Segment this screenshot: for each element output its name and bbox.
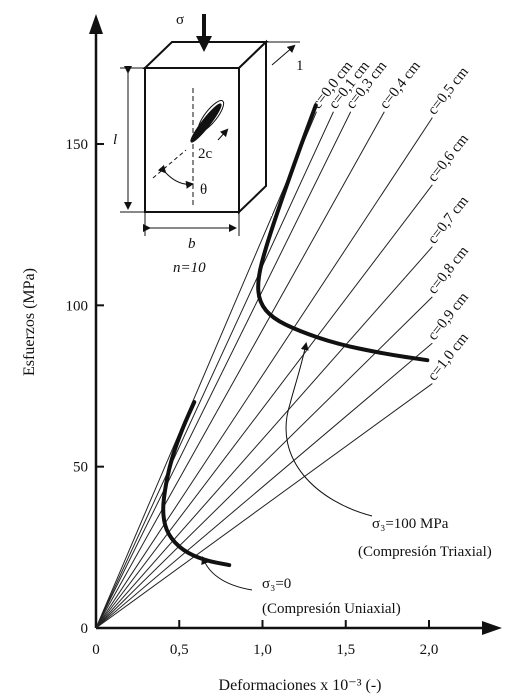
reference-line bbox=[95, 383, 433, 629]
load-arrow-head bbox=[196, 36, 212, 52]
reference-line bbox=[95, 111, 385, 629]
annotation-triaxial: σ₃=100 MPa (Compresión Triaxial) bbox=[285, 342, 492, 560]
x-tick-label: 2,0 bbox=[420, 642, 439, 658]
y-tick-label: 150 bbox=[66, 137, 89, 153]
specimen-inset: σ 1 l b n=10 2c θ bbox=[113, 12, 304, 276]
height-label: l bbox=[113, 132, 117, 148]
annotation-triaxial-sub: (Compresión Triaxial) bbox=[358, 544, 492, 560]
reference-line-label: c=0,8 cm bbox=[425, 243, 472, 297]
annotation-triaxial-leader bbox=[285, 342, 373, 517]
reference-line-label: c=0,5 cm bbox=[425, 64, 472, 118]
reference-line bbox=[95, 111, 352, 629]
depth-dim bbox=[271, 44, 296, 66]
annotation-uniaxial-leader bbox=[201, 556, 253, 591]
crack-shape bbox=[190, 103, 222, 143]
reference-line bbox=[95, 184, 433, 629]
annotation-uniaxial-sub: (Compresión Uniaxial) bbox=[262, 601, 401, 617]
annotation-uniaxial: σ₃=0 (Compresión Uniaxial) bbox=[201, 556, 401, 617]
x-tick-label: 1,5 bbox=[336, 642, 355, 658]
load-label: σ bbox=[176, 12, 184, 28]
y-tick-label: 100 bbox=[66, 298, 89, 314]
crack-dim-arrow bbox=[217, 128, 229, 141]
x-axis-label: Deformaciones x 10⁻³ (-) bbox=[219, 677, 382, 694]
y-tick-label: 0 bbox=[81, 621, 89, 637]
reference-line bbox=[95, 246, 433, 629]
x-tick-label: 0 bbox=[92, 642, 100, 658]
ticks: 0 0,5 1,0 1,5 2,0 0 50 100 150 bbox=[66, 137, 439, 658]
series-curves bbox=[161, 103, 430, 568]
reference-line bbox=[95, 117, 433, 629]
y-axis-arrow bbox=[89, 14, 103, 34]
reference-line bbox=[95, 111, 317, 629]
y-tick-label: 50 bbox=[73, 460, 88, 476]
depth-label: 1 bbox=[296, 58, 304, 74]
annotation-triaxial-text: σ₃=100 MPa bbox=[372, 516, 449, 532]
count-label: n=10 bbox=[173, 260, 206, 276]
reference-line bbox=[95, 111, 334, 629]
series-curve bbox=[161, 400, 232, 568]
specimen-side-face bbox=[238, 39, 267, 215]
x-tick-label: 1,0 bbox=[253, 642, 272, 658]
crack-label: 2c bbox=[198, 146, 213, 162]
series-curve bbox=[256, 103, 430, 363]
x-tick-label: 0,5 bbox=[170, 642, 189, 658]
annotation-uniaxial-text: σ₃=0 bbox=[262, 576, 291, 592]
crack-outline bbox=[197, 100, 225, 132]
angle-label: θ bbox=[200, 182, 207, 198]
axes bbox=[89, 14, 502, 635]
reference-line-label: c=0,7 cm bbox=[425, 193, 472, 247]
reference-line bbox=[95, 342, 433, 629]
y-axis-label: Esfuerzos (MPa) bbox=[21, 268, 38, 376]
reference-line-label: c=0,6 cm bbox=[425, 131, 472, 185]
x-axis-arrow bbox=[482, 621, 502, 635]
width-label: b bbox=[188, 236, 196, 252]
angle-arc bbox=[157, 164, 194, 189]
